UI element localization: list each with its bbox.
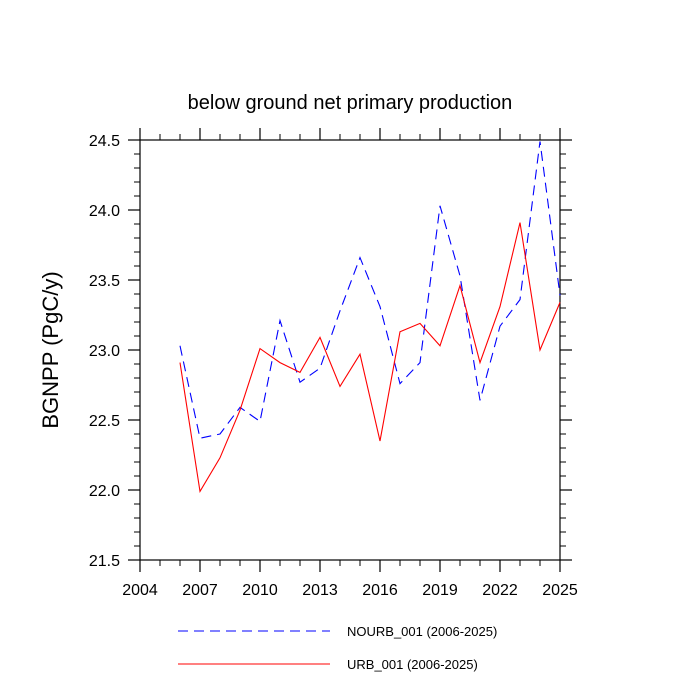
series-lines xyxy=(179,141,561,493)
chart-title: below ground net primary production xyxy=(188,92,513,114)
x-tick-label: 2007 xyxy=(182,582,218,599)
x-tick-label: 2022 xyxy=(482,582,518,599)
tick-labels: 2004 2007 2010 2013 2016 2019 2022 2025 21.5 22.0… xyxy=(89,133,578,599)
axis-ticks xyxy=(128,128,572,572)
series-line-urb xyxy=(179,222,561,493)
x-tick-label: 2016 xyxy=(362,582,398,599)
x-tick-label: 2004 xyxy=(122,582,158,599)
x-tick-label: 2025 xyxy=(542,582,578,599)
y-tick-label: 22.5 xyxy=(89,413,120,430)
series-line-nourb xyxy=(179,141,561,439)
plot-frame xyxy=(139,139,561,561)
legend: NOURB_001 (2006-2025) URB_001 (2006-2025) xyxy=(178,624,497,672)
legend-label: URB_001 (2006-2025) xyxy=(347,657,478,672)
y-axis-label: BGNPP (PgC/y) xyxy=(38,271,63,428)
y-tick-label: 24.0 xyxy=(89,203,120,220)
y-tick-label: 22.0 xyxy=(89,483,120,500)
x-tick-label: 2013 xyxy=(302,582,338,599)
y-tick-label: 23.0 xyxy=(89,343,120,360)
x-tick-label: 2010 xyxy=(242,582,278,599)
y-tick-label: 24.5 xyxy=(89,133,120,150)
y-tick-label: 23.5 xyxy=(89,273,120,290)
legend-label: NOURB_001 (2006-2025) xyxy=(347,624,497,639)
x-tick-label: 2019 xyxy=(422,582,458,599)
y-tick-label: 21.5 xyxy=(89,553,120,570)
